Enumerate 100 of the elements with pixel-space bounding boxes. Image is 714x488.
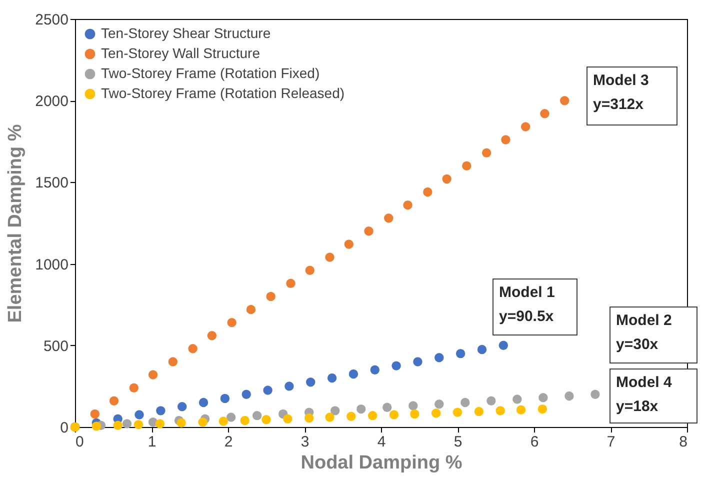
point (590, 390, 600, 399)
point (198, 398, 208, 408)
legend-label: Ten-Storey Shear Structure (101, 25, 271, 41)
point (252, 410, 262, 420)
y-tick-label: 1000 (35, 256, 68, 274)
point (434, 400, 444, 409)
legend-label: Two-Storey Frame (Rotation Released) (101, 85, 345, 101)
point (431, 408, 441, 418)
y-tick-label: 1500 (35, 174, 68, 192)
annotation: Model 1 y=90.5x (499, 284, 555, 325)
point (348, 369, 358, 379)
point (325, 412, 334, 422)
point (122, 419, 132, 428)
point (460, 398, 470, 408)
point (434, 353, 444, 362)
point (220, 394, 230, 404)
point (516, 405, 526, 414)
x-tick-label: 5 (454, 434, 462, 450)
x-tick-label: 0 (76, 434, 84, 450)
point (368, 410, 378, 420)
point (482, 148, 492, 158)
point (263, 386, 272, 395)
point (188, 344, 198, 354)
x-tick-label: 2 (224, 434, 233, 450)
point (198, 418, 208, 427)
point (382, 402, 392, 412)
point (477, 344, 487, 354)
point (364, 226, 374, 236)
point (246, 304, 256, 314)
point (327, 373, 337, 383)
x-axis-title: Nodal Damping % (300, 452, 462, 474)
y-axis-title: Elemental Damping % (5, 124, 26, 323)
point (148, 370, 158, 380)
point (305, 266, 314, 275)
point (370, 365, 380, 374)
point (512, 394, 522, 404)
point (413, 357, 422, 366)
point (92, 422, 102, 431)
annotation: Model 4 y=18x (616, 374, 672, 415)
annotation: Model 2 y=30x (616, 312, 672, 353)
point (474, 406, 484, 416)
x-tick-label: 7 (606, 434, 616, 450)
point (325, 252, 334, 262)
point (134, 420, 144, 430)
point (501, 135, 510, 144)
point (410, 409, 420, 419)
legend-label: Two-Storey Frame (Rotation Fixed) (101, 65, 320, 81)
point (462, 161, 472, 170)
y-tick-label: 0 (60, 420, 68, 436)
point (564, 391, 574, 401)
y-tick-label: 500 (43, 338, 68, 355)
point (496, 406, 505, 416)
point (389, 410, 399, 420)
y-tick-label: 2000 (35, 93, 68, 110)
point (486, 396, 496, 406)
annotation: Model 3 y=312x (593, 72, 649, 113)
point (392, 361, 401, 370)
point (134, 410, 144, 420)
point (113, 420, 122, 430)
point (156, 406, 166, 416)
point (384, 214, 394, 223)
point (227, 318, 236, 328)
point (129, 383, 139, 392)
point (356, 404, 366, 414)
point (155, 419, 165, 428)
point (262, 415, 271, 424)
legend-label: Ten-Storey Wall Structure (101, 45, 260, 61)
x-tick-label: 1 (148, 434, 156, 450)
point (423, 187, 432, 197)
point (520, 122, 530, 132)
point (330, 406, 340, 416)
point (218, 416, 228, 426)
point (344, 240, 354, 249)
point (304, 413, 314, 423)
point (207, 331, 217, 340)
point (456, 348, 466, 358)
point (240, 416, 250, 426)
point (540, 109, 550, 118)
point (242, 390, 251, 399)
point (177, 402, 187, 412)
point (176, 418, 186, 428)
point (452, 408, 462, 417)
point (403, 200, 412, 210)
x-tick-label: 8 (679, 434, 688, 450)
point (442, 174, 452, 184)
point (306, 378, 316, 387)
point (498, 340, 508, 350)
point (284, 382, 294, 391)
point (560, 96, 570, 106)
x-tick-label: 6 (530, 434, 539, 450)
point (226, 412, 236, 422)
x-tick-label: 4 (377, 434, 386, 450)
point (90, 409, 100, 419)
point (538, 393, 548, 402)
point (266, 292, 276, 302)
point (168, 357, 178, 366)
y-tick-label: 2500 (35, 12, 68, 28)
point (109, 396, 119, 406)
point (286, 278, 296, 288)
point (283, 414, 292, 424)
